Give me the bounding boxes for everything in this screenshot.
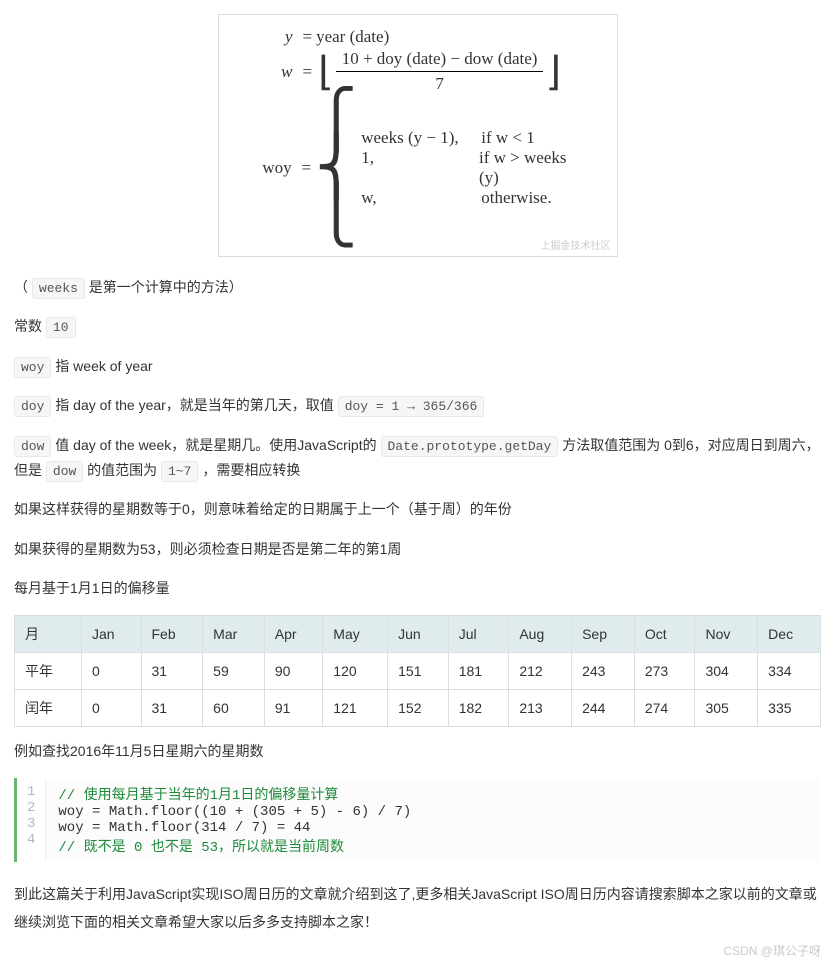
code-doy: doy (14, 396, 51, 417)
cases: weeks (y − 1),if w < 1 1,if w > weeks (y… (361, 128, 588, 208)
para-woy: woy 指 week of year (14, 354, 821, 379)
code-range17: 1~7 (161, 461, 198, 482)
formula-rhs: year (date) (316, 27, 389, 47)
para-offset-title: 每月基于1月1日的偏移量 (14, 576, 821, 601)
table-row-common: 平年0315990120151181212243273304334 (15, 652, 821, 689)
fraction: 10 + doy (date) − dow (date) 7 (336, 49, 544, 94)
code-dow: dow (14, 436, 51, 457)
floor-l-icon: ⌊ (316, 53, 336, 91)
para-dow: dow 值 day of the week，就是星期几。使用JavaScript… (14, 433, 821, 484)
code-10: 10 (46, 317, 76, 338)
formula-watermark: 上掘金技术社区 (541, 237, 611, 252)
para-example: 例如查找2016年11月5日星期六的星期数 (14, 739, 821, 764)
formula-lhs: y (247, 27, 299, 47)
brace-icon: ⎧⎨⎩ (315, 96, 357, 240)
table-row-leap: 闰年0316091121152182213244274305335 (15, 689, 821, 726)
code-dow2: dow (46, 461, 83, 482)
para-doy: doy 指 day of the year，就是当年的第几天，取值 doy = … (14, 393, 821, 418)
code-block: 1234 // 使用每月基于当年的1月1日的偏移量计算 woy = Math.f… (14, 778, 821, 862)
code-weeks: weeks (32, 278, 85, 299)
para-conclusion: 到此这篇关于利用JavaScript实现ISO周日历的文章就介绍到这了,更多相关… (14, 880, 821, 936)
line-numbers: 1234 (17, 778, 46, 862)
para-zero: 如果这样获得的星期数等于0，则意味着给定的日期属于上一个（基于周）的年份 (14, 497, 821, 522)
code-getday: Date.prototype.getDay (381, 436, 559, 457)
para-weeks: （ weeks 是第一个计算中的方法） (14, 275, 821, 300)
offset-table: 月JanFebMarAprMayJunJulAugSepOctNovDec 平年… (14, 615, 821, 727)
formula-panel: y = year (date) w = ⌊ 10 + doy (date) − … (218, 14, 618, 257)
code-content: // 使用每月基于当年的1月1日的偏移量计算 woy = Math.floor(… (46, 778, 423, 862)
table-header-row: 月JanFebMarAprMayJunJulAugSepOctNovDec (15, 615, 821, 652)
formula-lhs: w (247, 62, 299, 82)
formula-lhs: woy (247, 158, 298, 178)
para-53: 如果获得的星期数为53，则必须检查日期是否是第二年的第1周 (14, 537, 821, 562)
code-woy: woy (14, 357, 51, 378)
csdn-watermark: CSDN @琪公子呀 (723, 942, 821, 959)
floor-r-icon: ⌋ (543, 53, 563, 91)
code-doy-range: doy = 1 → 365/366 (338, 396, 485, 417)
para-const: 常数 10 (14, 314, 821, 339)
